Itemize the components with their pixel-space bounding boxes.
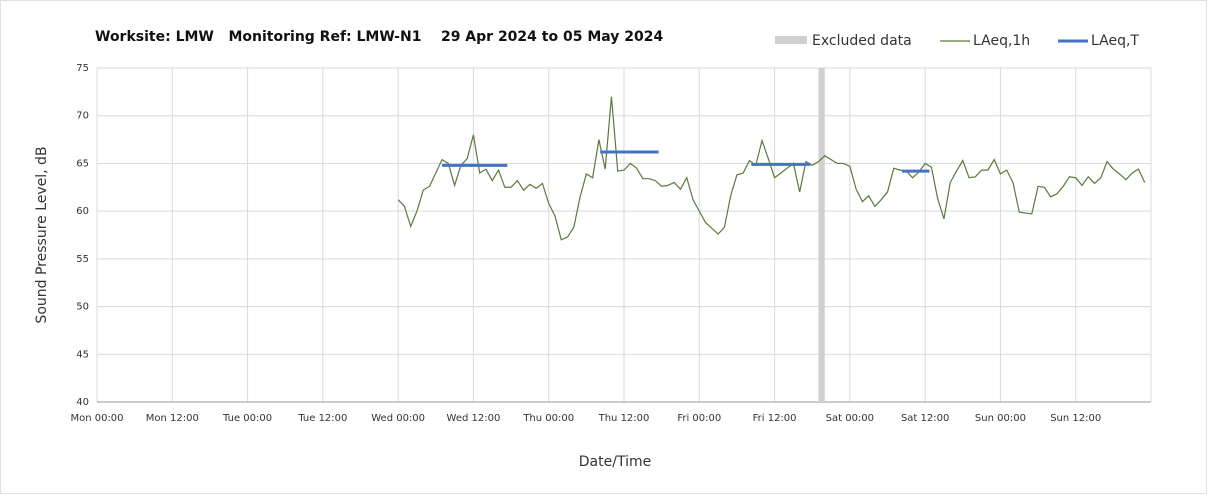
- x-tick-label: Sun 12:00: [1050, 413, 1101, 424]
- x-tick-label: Mon 12:00: [146, 413, 199, 424]
- x-tick-label: Sat 12:00: [901, 413, 949, 424]
- y-tick-label: 50: [76, 302, 89, 313]
- x-tick-label: Wed 12:00: [447, 413, 501, 424]
- y-axis-label: Sound Pressure Level, dB: [34, 146, 50, 323]
- y-tick-label: 55: [76, 254, 89, 265]
- x-tick-label: Mon 00:00: [70, 413, 123, 424]
- data-line: [397, 96, 1146, 241]
- x-tick-label: Tue 00:00: [222, 413, 272, 424]
- x-tick-label: Fri 00:00: [677, 413, 721, 424]
- x-tick-label: Tue 12:00: [297, 413, 347, 424]
- x-tick-label: Sat 00:00: [826, 413, 874, 424]
- x-tick-label: Thu 12:00: [598, 413, 650, 424]
- y-tick-label: 70: [76, 111, 89, 122]
- x-tick-label: Sun 00:00: [975, 413, 1026, 424]
- y-tick-label: 45: [76, 349, 89, 360]
- x-tick-label: Fri 12:00: [753, 413, 797, 424]
- y-tick-label: 40: [76, 397, 89, 408]
- y-tick-label: 65: [76, 158, 89, 169]
- legend-label: LAeq,T: [1091, 33, 1139, 49]
- excluded-band: [818, 68, 825, 402]
- y-tick-label: 60: [76, 206, 89, 217]
- y-tick-label: 75: [76, 63, 89, 74]
- chart-title: Worksite: LMW Monitoring Ref: LMW-N1 29 …: [95, 29, 663, 45]
- legend-label: Excluded data: [812, 33, 912, 49]
- x-axis-label: Date/Time: [579, 454, 651, 470]
- legend-label: LAeq,1h: [973, 33, 1030, 49]
- x-tick-label: Thu 00:00: [522, 413, 574, 424]
- legend-swatch: [775, 36, 807, 44]
- x-tick-label: Wed 00:00: [371, 413, 425, 424]
